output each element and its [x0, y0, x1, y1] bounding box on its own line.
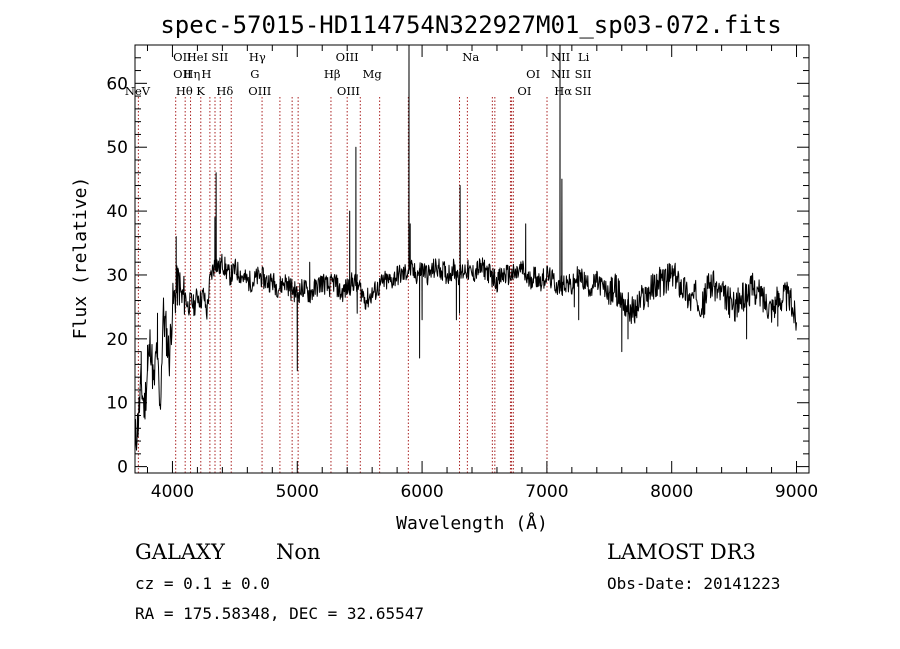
- line-marker-label: Na: [462, 50, 479, 64]
- line-marker-label: H: [201, 67, 211, 81]
- y-tick-label: 20: [106, 330, 128, 350]
- line-marker-label: Hα: [554, 84, 572, 98]
- line-marker-label: K: [196, 84, 205, 98]
- x-tick-label: 6000: [400, 482, 443, 502]
- object-subclass-label: Non: [276, 540, 321, 564]
- chart-title: spec-57015-HD114754N322927M01_sp03-072.f…: [160, 11, 781, 39]
- x-tick-label: 9000: [775, 482, 818, 502]
- emission-line-labels: NeVOIIOIIHθHeIHηKHSIIHδHγGOIIIOIIIHβOIII…: [125, 50, 592, 98]
- line-marker-label: OII: [173, 67, 192, 81]
- line-marker-label: OIII: [248, 84, 271, 98]
- y-axis-label: Flux (relative): [70, 177, 91, 340]
- line-marker-label: Hδ: [216, 84, 233, 98]
- line-marker-label: NII: [551, 50, 570, 64]
- line-marker-label: SII: [211, 50, 228, 64]
- x-tick-label: 7000: [525, 482, 568, 502]
- line-marker-label: HeI: [187, 50, 208, 64]
- y-tick-label: 60: [106, 74, 128, 94]
- line-marker-label: NII: [551, 67, 570, 81]
- plot-frame: [134, 44, 810, 474]
- y-tick-label: 40: [106, 202, 128, 222]
- line-marker-label: SII: [575, 67, 592, 81]
- line-marker-label: Hθ: [176, 84, 193, 98]
- spectrum-line: [134, 44, 797, 451]
- y-tick-label: 30: [106, 266, 128, 286]
- plot-axes: 4000 5000 6000 7000 8000 9000 0 10 20 30 40 50 60: [106, 44, 818, 502]
- line-marker-label: OI: [517, 84, 531, 98]
- x-tick-label: 4000: [151, 482, 194, 502]
- line-marker-label: Mg: [363, 67, 383, 81]
- line-marker-label: NeV: [125, 84, 151, 98]
- obs-date-readout: Obs-Date: 20141223: [607, 574, 780, 593]
- x-axis-label: Wavelength (Å): [396, 512, 548, 534]
- line-marker-label: Hβ: [324, 67, 341, 81]
- survey-label: LAMOST DR3: [607, 540, 756, 564]
- x-tick-label: 5000: [276, 482, 319, 502]
- line-marker-label: OIII: [336, 50, 359, 64]
- line-marker-label: OII: [173, 50, 192, 64]
- redshift-readout: cz = 0.1 ± 0.0: [135, 574, 270, 593]
- coordinates-readout: RA = 175.58348, DEC = 32.65547: [135, 604, 424, 623]
- y-tick-label: 50: [106, 138, 128, 158]
- emission-line-markers: [137, 97, 548, 473]
- line-marker-label: OI: [526, 67, 540, 81]
- object-class-label: GALAXY: [135, 540, 226, 564]
- y-axis-ticks: 0 10 20 30 40 50 60: [106, 57, 809, 478]
- line-marker-label: G: [250, 67, 259, 81]
- line-marker-label: OIII: [337, 84, 360, 98]
- y-tick-label: 0: [117, 458, 128, 478]
- line-marker-label: Hγ: [249, 50, 266, 64]
- x-tick-label: 8000: [650, 482, 693, 502]
- x-axis-ticks: 4000 5000 6000 7000 8000 9000: [146, 45, 818, 502]
- line-marker-label: Hη: [183, 67, 200, 81]
- line-marker-label: Li: [578, 50, 590, 64]
- line-marker-label: SII: [575, 84, 592, 98]
- y-tick-label: 10: [106, 394, 128, 414]
